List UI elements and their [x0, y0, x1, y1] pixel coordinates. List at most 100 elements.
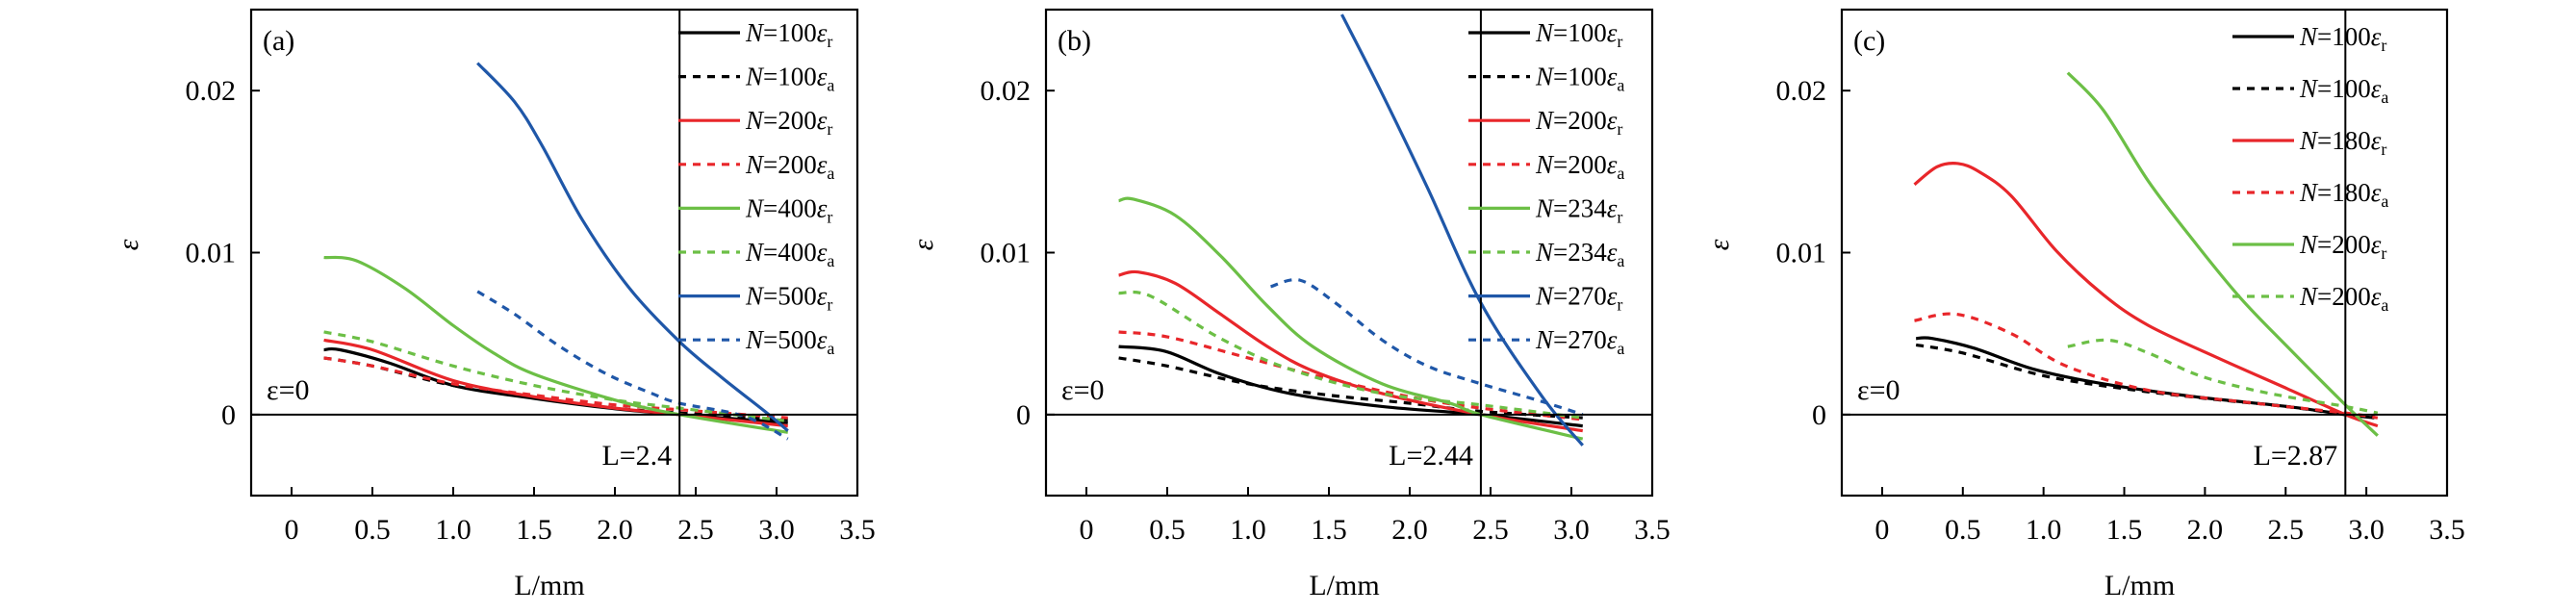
- x-axis-label: L/mm: [1309, 570, 1379, 601]
- x-axis-label: L/mm: [514, 570, 584, 601]
- panel-label: (b): [1058, 25, 1091, 57]
- legend-item: N=100εr: [2232, 22, 2386, 55]
- series-line-N=234εa: [1118, 290, 1583, 420]
- legend-label: N=100εa: [1535, 63, 1624, 95]
- legend-item: N=100εa: [2232, 74, 2388, 107]
- legend-label: N=270εa: [1535, 325, 1624, 358]
- series-line-N=270εr: [1340, 13, 1584, 447]
- series-line-N=234εr: [1118, 196, 1584, 441]
- legend-label: N=180εa: [2299, 178, 2388, 211]
- panel-b: 0 0.5 1.0 1.5 2.0 2.5 3.0 3.5 0 0.01 0.02 L/mm ε (b) ε…: [907, 8, 1671, 601]
- x-axis-label: L/mm: [2104, 570, 2175, 601]
- series-line-N=200εa: [1118, 330, 1583, 421]
- legend-item: N=400εa: [678, 238, 834, 270]
- x-tick-label: 1.5: [1311, 514, 1347, 546]
- legend-item: N=234εr: [1468, 193, 1622, 226]
- x-tick-label: 0.5: [1149, 514, 1186, 546]
- legend-item: N=200εa: [2232, 282, 2388, 315]
- reference-annotation: L=2.4: [601, 440, 672, 472]
- legend-item: N=500εa: [678, 325, 834, 358]
- y-axis-label: ε: [1703, 239, 1735, 250]
- legend-label: N=234εr: [1535, 193, 1622, 226]
- y-tick-label: 0.01: [981, 238, 1032, 269]
- series-line-N=270εa: [1270, 277, 1584, 417]
- series-line-N=400εa: [323, 330, 788, 423]
- legend-label: N=180εr: [2299, 126, 2386, 159]
- legend-label: N=200εa: [1535, 150, 1624, 183]
- y-tick-label: 0: [1016, 399, 1031, 431]
- series-line-N=100εr: [323, 346, 788, 424]
- x-tick-label: 2.5: [1472, 514, 1509, 546]
- series-line-N=180εa: [1914, 312, 2379, 420]
- legend-label: N=100εa: [745, 63, 834, 95]
- series-line-N=400εr: [323, 255, 789, 434]
- y-tick-label: 0.02: [981, 75, 1032, 107]
- legend-item: N=100εr: [1468, 18, 1622, 51]
- x-tick-label: 0: [285, 514, 299, 546]
- panel-label: (a): [263, 25, 294, 57]
- panel-a: 0 0.5 1.0 1.5 2.0 2.5 3.0 3.5 0 0.01 0.02 L/mm ε (a) ε…: [113, 8, 876, 601]
- legend-item: N=180εa: [2232, 178, 2388, 211]
- x-tick-label: 1.5: [2106, 514, 2143, 546]
- legend-label: N=100εr: [2299, 22, 2386, 55]
- series-group: [1913, 71, 2379, 437]
- legend-label: N=270εr: [1535, 282, 1622, 315]
- x-tick-label: 3.0: [2348, 514, 2385, 546]
- legend-label: N=100εr: [745, 18, 832, 51]
- legend: N=100εr N=100εa N=200εr N=200εa N=234εr N=234…: [1468, 18, 1624, 358]
- x-tick-label: 1.5: [516, 514, 552, 546]
- legend-item: N=200εr: [2232, 230, 2386, 263]
- legend-label: N=234εa: [1535, 238, 1624, 270]
- reference-annotation: L=2.87: [2254, 440, 2338, 472]
- x-tick-label: 0: [1875, 514, 1889, 546]
- x-tick-label: 3.0: [758, 514, 795, 546]
- x-tick-label: 3.5: [1634, 514, 1671, 546]
- legend-label: N=200εa: [2299, 282, 2388, 315]
- x-tick-label: 3.0: [1553, 514, 1590, 546]
- x-tick-label: 1.0: [2026, 514, 2062, 546]
- x-tick-label: 0.5: [354, 514, 391, 546]
- x-tick-label: 1.0: [435, 514, 472, 546]
- y-axis-label: ε: [113, 239, 144, 250]
- panel-label: (c): [1853, 25, 1885, 57]
- series-line-N=100εa: [1915, 343, 2375, 419]
- series-line-N=100εa: [323, 356, 788, 421]
- legend-item: N=100εr: [678, 18, 832, 51]
- legend-item: N=200εa: [678, 150, 834, 183]
- legend-label: N=100εa: [2299, 74, 2388, 107]
- x-tick-label: 0.5: [1945, 514, 1981, 546]
- x-tick-label: 2.5: [677, 514, 714, 546]
- series-line-N=200εa: [323, 356, 788, 420]
- y-tick-label: 0.02: [186, 75, 237, 107]
- legend-item: N=200εr: [678, 106, 832, 139]
- legend-label: N=200εr: [1535, 106, 1622, 139]
- legend-item: N=400εr: [678, 193, 832, 226]
- x-tick-label: 1.0: [1230, 514, 1266, 546]
- legend-label: N=500εa: [745, 325, 834, 358]
- series-line-N=100εr: [1916, 336, 2375, 420]
- legend-label: N=500εr: [745, 282, 832, 315]
- legend-item: N=270εa: [1468, 325, 1624, 358]
- legend-item: N=270εr: [1468, 282, 1622, 315]
- legend-item: N=180εr: [2232, 126, 2386, 159]
- series-line-N=180εr: [1913, 161, 2379, 428]
- y-tick-label: 0: [221, 399, 236, 431]
- zero-annotation: ε=0: [1857, 374, 1900, 406]
- legend: N=100εr N=100εa N=200εr N=200εa N=400εr N=400…: [678, 18, 834, 358]
- x-tick-label: 0: [1080, 514, 1094, 546]
- legend-label: N=400εr: [745, 193, 832, 226]
- series-line-N=200εr: [2066, 71, 2379, 437]
- zero-annotation: ε=0: [1061, 374, 1105, 406]
- y-tick-label: 0.01: [186, 238, 237, 269]
- y-axis-label: ε: [907, 239, 939, 250]
- x-tick-label: 3.5: [2429, 514, 2465, 546]
- x-tick-label: 2.0: [597, 514, 633, 546]
- legend-label: N=400εa: [745, 238, 834, 270]
- panel-c: 0 0.5 1.0 1.5 2.0 2.5 3.0 3.5 0 0.01 0.02 L/mm ε (c) ε…: [1703, 8, 2465, 601]
- legend: N=100εr N=100εa N=180εr N=180εa N=200εr N=200…: [2232, 22, 2388, 315]
- x-tick-label: 2.0: [2187, 514, 2224, 546]
- reference-annotation: L=2.44: [1389, 440, 1473, 472]
- series-line-N=200εa: [2067, 338, 2379, 415]
- legend-item: N=234εa: [1468, 238, 1624, 270]
- legend-item: N=200εa: [1468, 150, 1624, 183]
